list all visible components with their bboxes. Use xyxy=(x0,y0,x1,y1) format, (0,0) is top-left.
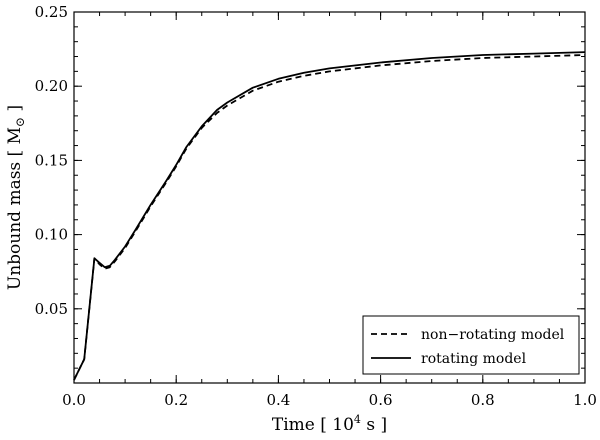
x-axis-label-main: Time [ 10 xyxy=(272,415,354,435)
x-tick-label: 0.6 xyxy=(369,391,393,409)
legend-label-non-rotating: non−rotating model xyxy=(421,327,565,343)
plot-area xyxy=(73,11,586,384)
y-axis-label-main: Unbound mass [ M xyxy=(5,127,25,290)
x-tick-label: 0.4 xyxy=(266,391,290,409)
y-axis-label-subscript: ⊙ xyxy=(13,117,27,127)
x-axis-label-exponent: 4 xyxy=(354,413,361,426)
series-rotating-line xyxy=(73,51,586,381)
legend-box xyxy=(362,315,580,375)
x-axis-label-unit: s ] xyxy=(361,415,387,435)
y-tick-label: 0.15 xyxy=(35,151,68,169)
x-tick-label: 0.0 xyxy=(62,391,86,409)
x-tick-label: 1.0 xyxy=(573,391,597,409)
x-tick-label: 0.2 xyxy=(164,391,188,409)
y-tick-label: 0.20 xyxy=(35,77,68,95)
y-axis-label-close: ] xyxy=(5,105,25,117)
legend: non−rotating model rotating model xyxy=(362,315,580,375)
series-layer xyxy=(73,51,586,381)
x-tick-label: 0.8 xyxy=(471,391,495,409)
y-axis-label: Unbound mass [ M⊙ ] xyxy=(5,105,27,290)
y-tick-label: 0.05 xyxy=(35,300,68,318)
y-tick-label: 0.25 xyxy=(35,3,68,21)
legend-label-rotating: rotating model xyxy=(421,351,527,367)
x-axis-label: Time [ 104 s ] xyxy=(272,413,387,435)
y-tick-label: 0.10 xyxy=(35,226,68,244)
ticks-layer xyxy=(73,11,586,384)
